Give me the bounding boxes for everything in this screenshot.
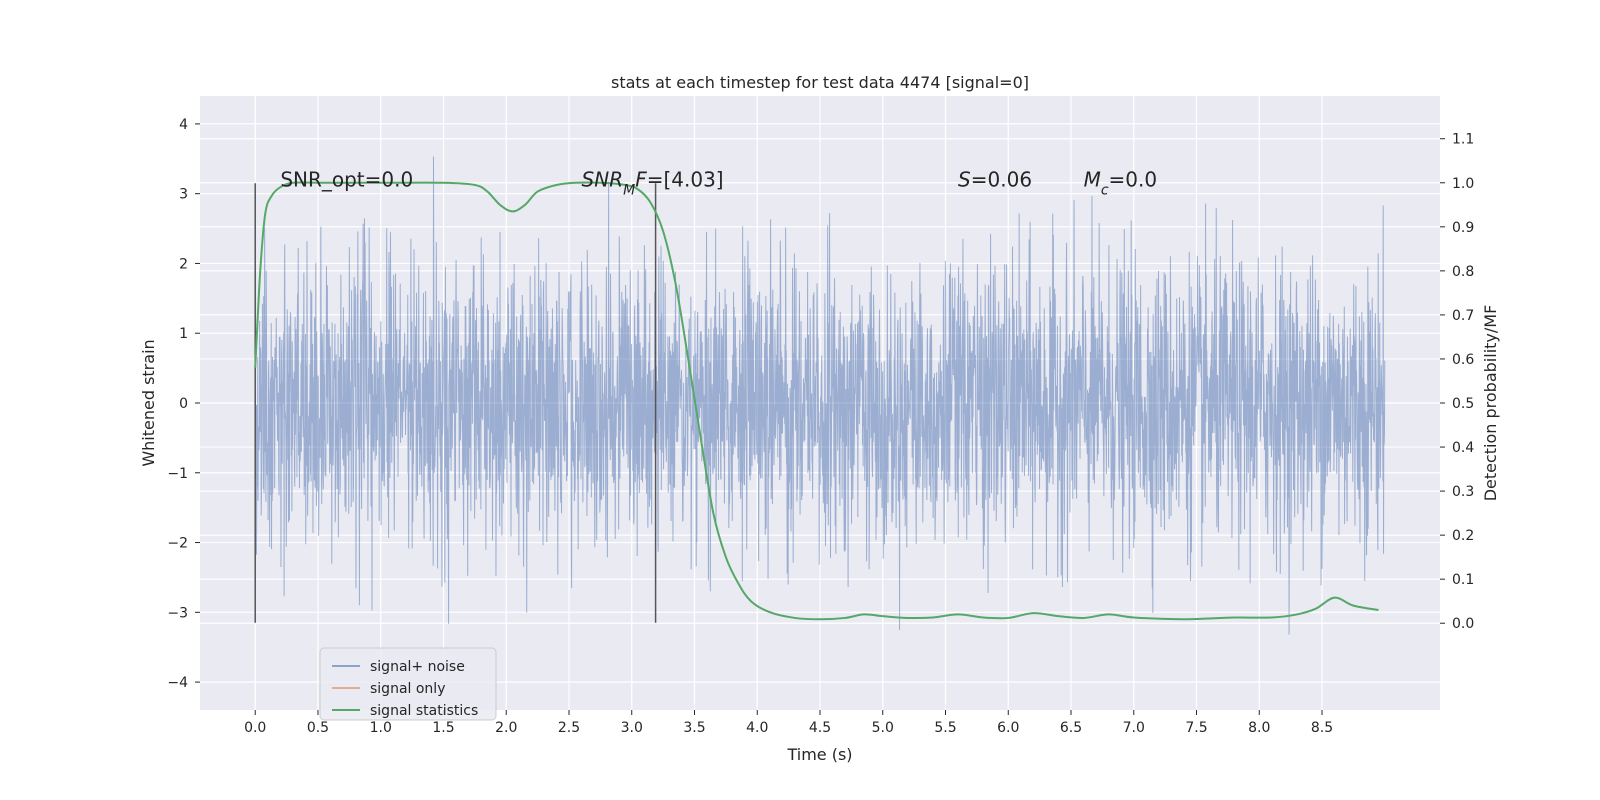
y2-axis-label: Detection probability/MF	[1481, 305, 1500, 502]
x-tick-label: 1.0	[370, 720, 392, 736]
x-tick-label: 6.0	[997, 720, 1019, 736]
x-tick-label: 4.0	[746, 720, 768, 736]
vertical-markers	[254, 183, 657, 623]
annotation: Mc=0.0	[1084, 168, 1158, 199]
series-signal-statistics	[254, 181, 1379, 621]
x-tick-label: 2.0	[495, 720, 517, 736]
x-tick-label: 8.5	[1311, 720, 1333, 736]
y2-tick-label: 0.3	[1452, 484, 1474, 500]
annotation: SNR_opt=0.0	[280, 168, 413, 192]
y-axis-ticks: −4 −3 −2 −1 0 1 2 3 4	[167, 117, 200, 691]
x-tick-label: 8.0	[1248, 720, 1270, 736]
x-tick-label: 0.5	[307, 720, 329, 736]
y-tick-label: −2	[167, 536, 188, 552]
x-axis-label: Time (s)	[786, 745, 852, 764]
y-tick-label: 0	[179, 396, 188, 412]
y2-tick-label: 0.1	[1452, 572, 1474, 588]
annotation: S=0.06	[958, 168, 1032, 192]
y2-tick-label: 0.9	[1452, 220, 1474, 236]
x-tick-label: 7.0	[1123, 720, 1145, 736]
x-tick-label: 7.5	[1185, 720, 1207, 736]
x-tick-label: 3.0	[621, 720, 643, 736]
y-axis-label: Whitened strain	[139, 339, 158, 466]
chart-title: stats at each timestep for test data 447…	[611, 73, 1029, 92]
legend-label: signal only	[370, 681, 445, 697]
y2-tick-label: 0.6	[1452, 352, 1474, 368]
y-tick-label: −4	[167, 675, 188, 691]
x-axis-ticks: 0.0 0.5 1.0 1.5 2.0 2.5 3.0 3.5 4.0 4.5 5.0 5.5 6.0 6…	[244, 710, 1333, 736]
y2-tick-label: 0.2	[1452, 528, 1474, 544]
x-tick-label: 2.5	[558, 720, 580, 736]
x-tick-label: 0.0	[244, 720, 266, 736]
y2-tick-label: 0.7	[1452, 308, 1474, 324]
y-tick-label: 4	[179, 117, 188, 133]
x-tick-label: 3.5	[683, 720, 705, 736]
y-tick-label: 2	[179, 256, 188, 272]
x-tick-label: 6.5	[1060, 720, 1082, 736]
y2-tick-label: 1.0	[1452, 176, 1474, 192]
legend-label: signal+ noise	[370, 659, 465, 675]
y2-tick-label: 0.4	[1452, 440, 1474, 456]
legend-box	[319, 647, 497, 721]
y-tick-label: −1	[167, 466, 188, 482]
annotations: SNR_opt=0.0 SNRMF=[4.03] S=0.06 Mc=0.0	[280, 168, 1157, 199]
y-tick-label: −3	[167, 605, 188, 621]
y2-tick-label: 0.0	[1452, 616, 1474, 632]
y-tick-label: 3	[179, 187, 188, 203]
x-tick-label: 4.5	[809, 720, 831, 736]
y2-tick-label: 1.1	[1452, 132, 1474, 148]
y2-axis-ticks: 0.0 0.1 0.2 0.3 0.4 0.5 0.6 0.7 0.8 0.9 1.0 1.1	[1440, 132, 1474, 632]
y2-tick-label: 0.5	[1452, 396, 1474, 412]
series-signal-plus-noise	[254, 156, 1386, 635]
x-tick-label: 5.0	[872, 720, 894, 736]
x-tick-label: 1.5	[432, 720, 454, 736]
noise-trace	[254, 156, 1386, 635]
legend-label: signal statistics	[370, 703, 478, 719]
y2-tick-label: 0.8	[1452, 264, 1474, 280]
annotation: SNRMF=[4.03]	[582, 168, 724, 199]
x-tick-label: 5.5	[934, 720, 956, 736]
legend: signal+ noise signal only signal statistic…	[319, 647, 497, 721]
y-tick-label: 1	[179, 326, 188, 342]
